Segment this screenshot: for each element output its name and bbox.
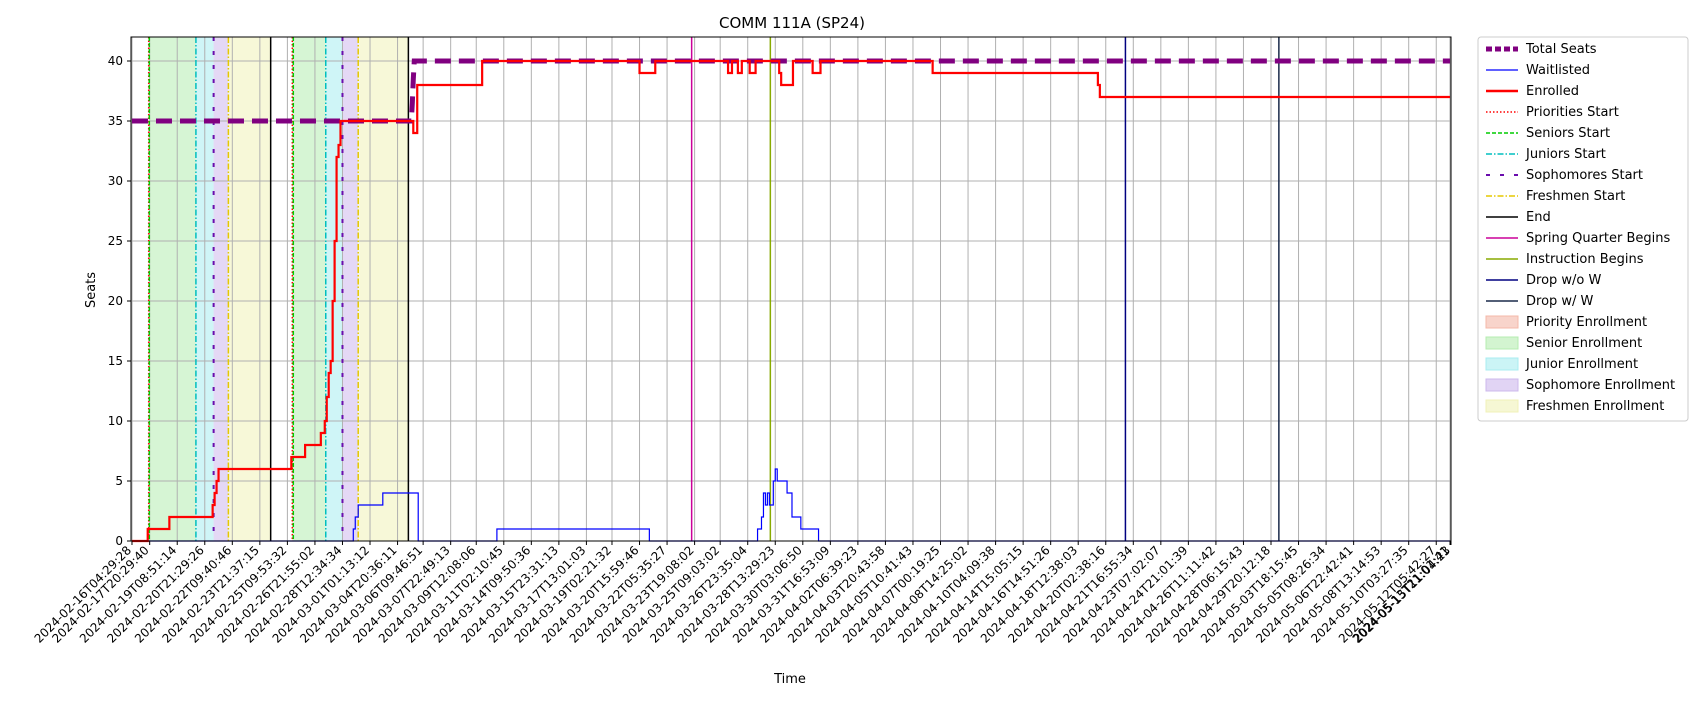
legend-frame xyxy=(1477,36,1689,422)
legend: Total Seats Waitlisted Enrolled Priorities … xyxy=(1477,36,1689,422)
series-enrolled xyxy=(131,59,1451,543)
legend-label-3: Priorities Start xyxy=(1526,105,1619,120)
legend-label-5: Juniors Start xyxy=(1525,147,1606,162)
y-tick-label-8: 40 xyxy=(108,54,123,68)
y-ticks: 0 5 10 15 20 25 30 35 40 xyxy=(108,54,131,548)
span-1-1 xyxy=(293,37,326,541)
legend-label-4: Seniors Start xyxy=(1526,126,1610,141)
legend-swatch-14 xyxy=(1485,336,1519,350)
legend-swatch-13 xyxy=(1485,315,1519,329)
legend-label-2: Enrolled xyxy=(1526,84,1579,99)
span-3-0 xyxy=(213,37,229,541)
chart-title: COMM 111A (SP24) xyxy=(719,14,865,32)
enrollment-spans xyxy=(148,37,409,541)
span-4-0 xyxy=(228,37,271,541)
legend-swatch-17 xyxy=(1485,399,1519,413)
y-tick-label-4: 20 xyxy=(108,294,123,308)
y-tick-label-6: 30 xyxy=(108,174,123,188)
legend-label-17: Freshmen Enrollment xyxy=(1526,399,1664,414)
series-waitlisted xyxy=(131,468,1451,542)
y-tick-label-0: 0 xyxy=(115,534,123,548)
legend-label-16: Sophomore Enrollment xyxy=(1526,378,1675,393)
series xyxy=(131,58,1451,543)
legend-label-9: Spring Quarter Begins xyxy=(1526,231,1670,246)
y-tick-label-7: 35 xyxy=(108,114,123,128)
x-axis-label: Time xyxy=(773,672,806,687)
legend-label-7: Freshmen Start xyxy=(1526,189,1625,204)
legend-swatch-16 xyxy=(1485,378,1519,392)
y-tick-label-2: 10 xyxy=(108,414,123,428)
legend-label-6: Sophomores Start xyxy=(1526,168,1643,183)
y-tick-label-5: 25 xyxy=(108,234,123,248)
y-tick-label-3: 15 xyxy=(108,354,123,368)
y-axis-label: Seats xyxy=(84,272,99,308)
legend-swatch-15 xyxy=(1485,357,1519,371)
legend-label-15: Junior Enrollment xyxy=(1525,357,1638,372)
y-tick-label-1: 5 xyxy=(115,474,123,488)
legend-label-12: Drop w/ W xyxy=(1526,294,1594,309)
span-1-0 xyxy=(149,37,196,541)
span-4-1 xyxy=(358,37,409,541)
legend-label-14: Senior Enrollment xyxy=(1526,336,1642,351)
legend-label-0: Total Seats xyxy=(1525,42,1597,57)
legend-label-1: Waitlisted xyxy=(1526,63,1590,78)
legend-label-10: Instruction Begins xyxy=(1526,252,1644,267)
plot-frame xyxy=(130,36,1452,542)
span-3-1 xyxy=(342,37,359,541)
legend-label-8: End xyxy=(1526,210,1551,225)
x-ticks: 2024-02-16T04:29:282024-02-17T20:29:4020… xyxy=(32,541,1453,646)
legend-label-13: Priority Enrollment xyxy=(1526,315,1647,330)
legend-label-11: Drop w/o W xyxy=(1526,273,1602,288)
